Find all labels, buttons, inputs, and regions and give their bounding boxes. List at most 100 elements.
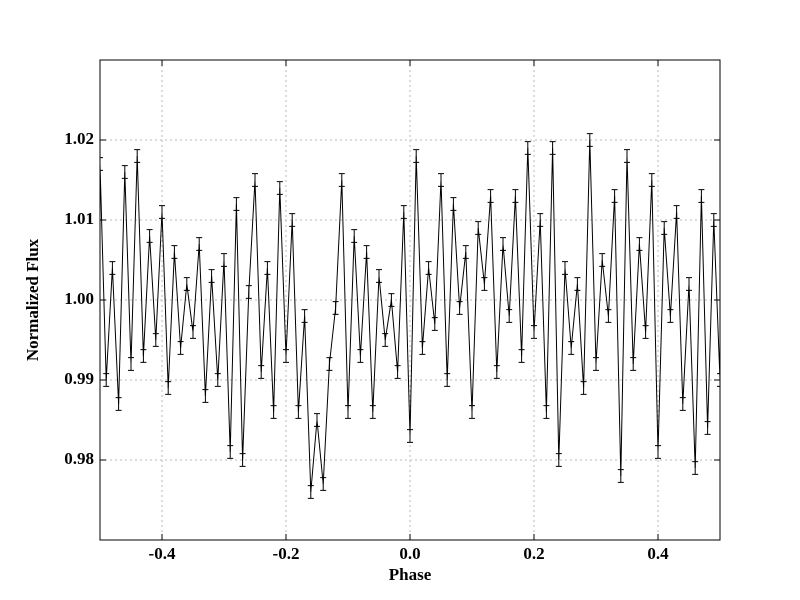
error-bar: [369, 405, 376, 419]
error-bar: [586, 133, 593, 147]
error-bar: [617, 469, 624, 483]
error-bar: [357, 349, 364, 363]
error-bar: [382, 333, 389, 347]
error-bar: [425, 261, 432, 275]
error-bar: [214, 373, 221, 387]
error-bar: [450, 197, 457, 211]
error-bar: [624, 149, 630, 163]
error-bar: [276, 181, 283, 195]
error-bar: [524, 141, 531, 155]
error-bar: [475, 221, 482, 235]
error-bar: [500, 237, 506, 251]
y-tick-label: 1.02: [64, 129, 94, 148]
error-bar: [258, 365, 265, 379]
error-bar: [177, 341, 184, 355]
error-bar: [574, 277, 581, 291]
error-bar: [611, 189, 618, 203]
error-bar: [345, 405, 351, 419]
plot-frame: [99, 59, 721, 541]
error-bar: [264, 261, 271, 275]
error-bar: [543, 405, 550, 419]
error-bar: [239, 453, 246, 467]
error-bar: [655, 445, 661, 459]
error-bar: [456, 301, 463, 315]
error-bar: [673, 205, 680, 219]
error-bar: [159, 205, 165, 219]
error-bar: [289, 213, 296, 227]
error-bar: [351, 229, 358, 243]
error-bar: [295, 405, 302, 419]
error-bar: [245, 285, 252, 299]
error-bar: [152, 333, 159, 347]
error-bar: [208, 269, 215, 283]
error-bar: [605, 309, 612, 323]
error-bar: [698, 189, 705, 203]
error-bar: [481, 277, 488, 291]
error-bar: [109, 261, 116, 275]
x-tick-label: -0.4: [149, 544, 176, 563]
error-bar: [363, 245, 370, 259]
error-bar: [270, 405, 277, 419]
error-bar: [462, 245, 469, 259]
error-bar: [537, 213, 544, 227]
error-bar: [438, 173, 444, 187]
x-tick-label: -0.2: [273, 544, 300, 563]
error-bar: [580, 381, 587, 395]
error-bar: [487, 189, 494, 203]
error-bar: [562, 261, 568, 275]
error-bar: [661, 221, 668, 235]
error-bar: [190, 325, 196, 339]
error-bar: [431, 317, 438, 331]
error-bar: [630, 357, 637, 371]
x-tick-label: 0.2: [523, 544, 544, 563]
error-bar: [320, 477, 327, 491]
error-bar: [196, 237, 203, 251]
error-bar: [493, 365, 500, 379]
error-bar: [171, 245, 178, 259]
y-tick-label: 1.00: [64, 289, 94, 308]
error-bar: [636, 237, 643, 251]
error-bar: [103, 373, 110, 387]
error-bar: [283, 349, 289, 363]
y-tick-label: 0.98: [64, 449, 94, 468]
error-bar: [388, 293, 395, 307]
error-bar: [307, 485, 314, 499]
error-bar: [512, 189, 519, 203]
error-bar: [252, 173, 258, 187]
error-bar: [717, 373, 720, 387]
error-bar: [326, 357, 333, 371]
y-tick-label: 1.01: [64, 209, 94, 228]
error-bar: [506, 309, 513, 323]
error-bar: [121, 165, 128, 179]
error-bar: [692, 461, 699, 475]
x-tick-label: 0.0: [399, 544, 420, 563]
error-bar: [419, 341, 426, 355]
error-bar: [407, 429, 413, 443]
error-bar: [115, 397, 122, 411]
error-bar: [413, 149, 420, 163]
x-tick-label: 0.4: [647, 544, 669, 563]
error-bar: [301, 309, 308, 323]
error-bar: [146, 229, 153, 243]
error-bar: [555, 453, 562, 467]
error-bar: [338, 173, 345, 187]
y-axis-label: Normalized Flux: [23, 238, 42, 361]
error-bar: [128, 357, 134, 371]
error-bar: [710, 213, 717, 227]
error-bar: [568, 341, 575, 355]
error-bar: [376, 269, 382, 283]
error-bar: [332, 301, 339, 315]
error-bar: [221, 253, 227, 267]
error-bar: [314, 413, 320, 427]
y-tick-label: 0.99: [64, 369, 94, 388]
error-bar: [642, 325, 649, 339]
error-bar: [518, 349, 525, 363]
error-bar: [531, 325, 537, 339]
error-bar: [704, 421, 711, 435]
error-bar: [599, 253, 606, 267]
error-bar: [140, 349, 147, 363]
error-bar: [227, 445, 234, 459]
error-bar: [593, 357, 599, 371]
error-bar: [648, 173, 655, 187]
